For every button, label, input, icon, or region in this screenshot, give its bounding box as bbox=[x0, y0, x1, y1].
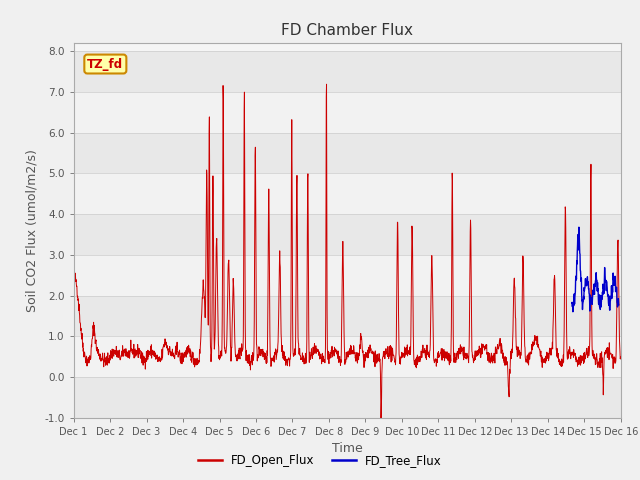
X-axis label: Time: Time bbox=[332, 442, 363, 455]
Legend: FD_Open_Flux, FD_Tree_Flux: FD_Open_Flux, FD_Tree_Flux bbox=[193, 449, 447, 472]
Y-axis label: Soil CO2 Flux (umol/m2/s): Soil CO2 Flux (umol/m2/s) bbox=[26, 149, 39, 312]
Bar bbox=[74, 92, 621, 133]
Bar bbox=[74, 336, 621, 377]
Text: TZ_fd: TZ_fd bbox=[87, 58, 124, 71]
Bar bbox=[74, 296, 621, 336]
Bar bbox=[74, 214, 621, 255]
Bar bbox=[74, 51, 621, 92]
Bar bbox=[74, 377, 621, 418]
Bar bbox=[74, 133, 621, 173]
Bar bbox=[74, 255, 621, 296]
Title: FD Chamber Flux: FD Chamber Flux bbox=[281, 23, 413, 38]
Bar bbox=[74, 173, 621, 214]
